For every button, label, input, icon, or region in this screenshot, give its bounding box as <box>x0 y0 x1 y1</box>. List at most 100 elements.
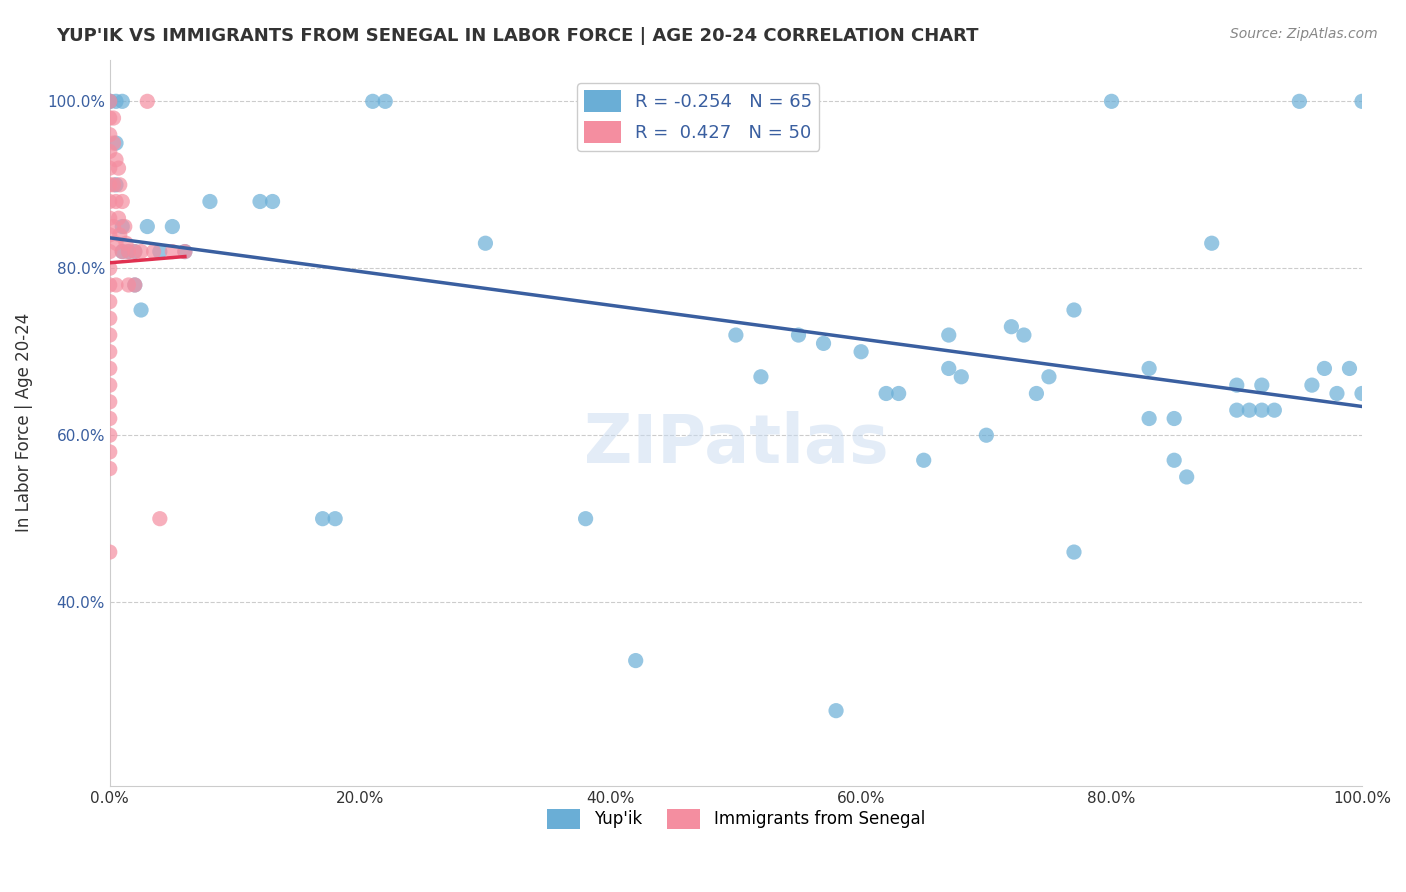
Point <box>1239 403 1261 417</box>
Point <box>115 236 138 251</box>
Point <box>111 194 134 209</box>
Point <box>98 461 121 475</box>
Point <box>912 453 935 467</box>
Point <box>103 178 125 192</box>
Point <box>98 161 121 175</box>
Point <box>374 95 396 109</box>
Point <box>849 344 872 359</box>
Point <box>98 194 121 209</box>
Point <box>474 236 496 251</box>
Point <box>724 328 747 343</box>
Point <box>1175 470 1198 484</box>
Point <box>1038 369 1060 384</box>
Point <box>124 277 146 292</box>
Point <box>103 136 125 150</box>
Point <box>198 194 221 209</box>
Point <box>98 445 121 459</box>
Point <box>1101 95 1123 109</box>
Point <box>103 219 125 234</box>
Point <box>107 211 129 226</box>
Point <box>124 277 146 292</box>
Point <box>575 511 598 525</box>
Point <box>1063 545 1085 559</box>
Text: Source: ZipAtlas.com: Source: ZipAtlas.com <box>1230 27 1378 41</box>
Point <box>825 704 848 718</box>
Point <box>111 95 134 109</box>
Point <box>98 128 121 142</box>
Point <box>787 328 810 343</box>
Point <box>813 336 835 351</box>
Point <box>129 244 152 259</box>
Point <box>124 244 146 259</box>
Point <box>98 211 121 226</box>
Point <box>173 244 195 259</box>
Point <box>1137 411 1160 425</box>
Point <box>1063 303 1085 318</box>
Text: YUP'IK VS IMMIGRANTS FROM SENEGAL IN LABOR FORCE | AGE 20-24 CORRELATION CHART: YUP'IK VS IMMIGRANTS FROM SENEGAL IN LAB… <box>56 27 979 45</box>
Y-axis label: In Labor Force | Age 20-24: In Labor Force | Age 20-24 <box>15 313 32 533</box>
Point <box>938 361 960 376</box>
Point <box>98 261 121 276</box>
Point <box>149 511 172 525</box>
Point <box>624 654 647 668</box>
Point <box>98 95 121 109</box>
Point <box>1263 403 1285 417</box>
Point <box>1000 319 1022 334</box>
Legend: Yup'ik, Immigrants from Senegal: Yup'ik, Immigrants from Senegal <box>540 802 931 836</box>
Point <box>1012 328 1035 343</box>
Point <box>107 161 129 175</box>
Point <box>117 244 139 259</box>
Point <box>98 411 121 425</box>
Text: ZIPatlas: ZIPatlas <box>583 411 889 477</box>
Point <box>976 428 998 442</box>
Point <box>105 136 128 150</box>
Point <box>1351 95 1374 109</box>
Point <box>98 545 121 559</box>
Point <box>98 227 121 242</box>
Point <box>98 244 121 259</box>
Point <box>1313 361 1336 376</box>
Point <box>887 386 910 401</box>
Point <box>98 378 121 392</box>
Point <box>105 194 128 209</box>
Point <box>950 369 973 384</box>
Point <box>124 244 146 259</box>
Point <box>262 194 284 209</box>
Point <box>173 244 195 259</box>
Point <box>311 511 333 525</box>
Point <box>98 428 121 442</box>
Point <box>98 328 121 343</box>
Point <box>98 294 121 309</box>
Point <box>1137 361 1160 376</box>
Point <box>117 277 139 292</box>
Point <box>105 153 128 167</box>
Point <box>105 277 128 292</box>
Point <box>105 236 128 251</box>
Point <box>105 178 128 192</box>
Point <box>129 303 152 318</box>
Point <box>149 244 172 259</box>
Point <box>1351 386 1374 401</box>
Point <box>1226 378 1249 392</box>
Point <box>162 219 184 234</box>
Point <box>749 369 772 384</box>
Point <box>103 111 125 125</box>
Point <box>98 361 121 376</box>
Point <box>323 511 346 525</box>
Point <box>98 145 121 159</box>
Point <box>105 95 128 109</box>
Point <box>98 394 121 409</box>
Point <box>136 95 159 109</box>
Point <box>117 244 139 259</box>
Point <box>162 244 184 259</box>
Point <box>361 95 384 109</box>
Point <box>1326 386 1348 401</box>
Point <box>1288 95 1310 109</box>
Point <box>1163 453 1185 467</box>
Point <box>114 219 136 234</box>
Point <box>111 244 134 259</box>
Point <box>98 277 121 292</box>
Point <box>136 219 159 234</box>
Point <box>1250 403 1272 417</box>
Point <box>938 328 960 343</box>
